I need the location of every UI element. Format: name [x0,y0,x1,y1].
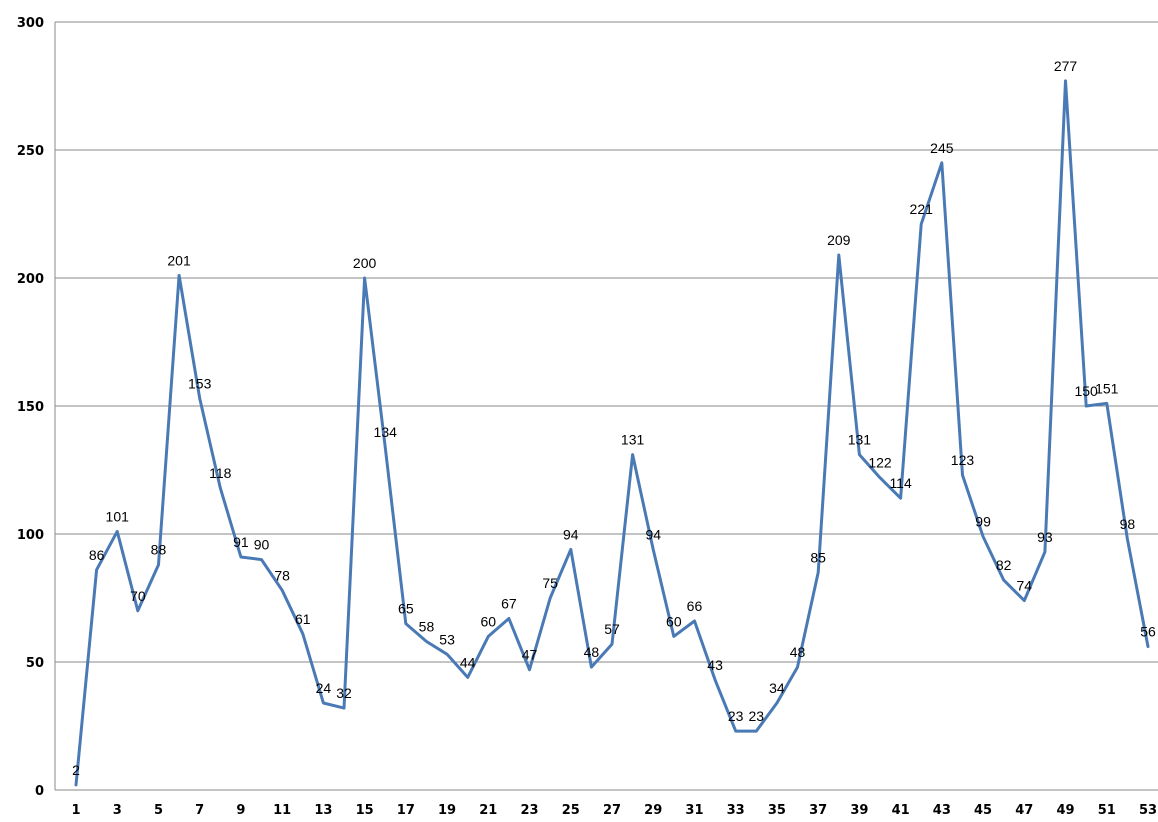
data-label-6: 201 [167,252,191,268]
data-label-36: 48 [790,644,806,660]
data-label-9: 91 [233,534,249,550]
data-label-24: 75 [542,575,558,591]
y-tick-labels: 0 50 100 150 200 250 300 [17,16,44,799]
data-label-48: 93 [1037,529,1053,545]
data-label-26: 48 [584,644,600,660]
data-label-38: 209 [827,232,851,248]
data-label-43: 245 [930,140,954,156]
x-tick-label-29: 29 [644,803,662,818]
x-tick-label-13: 13 [314,803,332,818]
x-tick-label-7: 7 [195,803,204,818]
x-tick-label-9: 9 [236,803,245,818]
x-tick-label-5: 5 [154,803,163,818]
data-label-30: 60 [666,613,682,629]
x-tick-label-51: 51 [1098,803,1116,818]
data-label-52: 98 [1120,516,1136,532]
x-tick-label-1: 1 [71,803,80,818]
series-line-0 [74,79,1150,787]
data-label-22: 67 [501,595,517,611]
x-tick-label-33: 33 [727,803,745,818]
y-tick-label-0: 0 [35,784,44,799]
data-label-25: 94 [563,526,579,542]
data-label-15: 200 [353,255,377,271]
data-label-50: 150 [1074,383,1098,399]
x-tick-label-39: 39 [850,803,868,818]
data-label-10: 90 [254,537,270,553]
data-label-5: 88 [151,542,167,558]
gridlines [55,21,1158,663]
data-label-2: 86 [89,547,105,563]
data-label-19: 53 [439,631,455,647]
y-tick-label-50: 50 [26,656,44,671]
x-tick-label-37: 37 [809,803,827,818]
x-tick-label-43: 43 [933,803,951,818]
data-label-28: 131 [621,432,645,448]
data-label-13: 24 [316,680,332,696]
data-label-47: 74 [1017,578,1033,594]
y-tick-label-100: 100 [17,528,44,543]
data-label-40: 122 [868,455,892,471]
x-tick-labels: 1 3 5 7 9 11 13 15 17 19 21 23 25 27 29 31 33 35 37 39 41 43 4… [71,803,1157,818]
x-tick-label-11: 11 [273,803,291,818]
data-label-4: 70 [130,588,146,604]
data-label-1: 2 [72,762,80,778]
x-tick-label-19: 19 [438,803,456,818]
x-tick-label-27: 27 [603,803,621,818]
data-label-21: 60 [481,613,497,629]
data-label-44: 123 [951,452,975,468]
x-tick-label-17: 17 [397,803,415,818]
series-line-group [74,79,1150,787]
data-label-42: 221 [910,201,934,217]
data-label-49: 277 [1054,58,1078,74]
data-label-27: 57 [604,621,620,637]
x-tick-label-31: 31 [685,803,703,818]
x-tick-label-3: 3 [113,803,122,818]
data-label-12: 61 [295,611,311,627]
x-tick-label-21: 21 [479,803,497,818]
data-label-17: 65 [398,601,414,617]
data-label-53: 56 [1140,624,1156,640]
data-label-16: 134 [374,424,398,440]
y-tick-label-250: 250 [17,144,44,159]
data-label-29: 94 [645,526,661,542]
x-tick-label-53: 53 [1139,803,1157,818]
data-label-23: 47 [522,647,538,663]
data-label-39: 131 [848,432,872,448]
x-tick-label-23: 23 [520,803,538,818]
data-label-35: 34 [769,680,785,696]
axes [54,22,1158,791]
x-tick-label-35: 35 [768,803,786,818]
y-tick-label-150: 150 [17,400,44,415]
data-label-46: 82 [996,557,1012,573]
data-label-14: 32 [336,685,352,701]
data-label-8: 118 [209,465,232,481]
x-tick-label-25: 25 [562,803,580,818]
data-label-51: 151 [1095,380,1119,396]
x-tick-label-49: 49 [1056,803,1074,818]
data-label-34: 23 [749,708,765,724]
data-label-31: 66 [687,598,703,614]
data-label-45: 99 [975,514,991,530]
data-label-41: 114 [889,475,912,491]
data-label-18: 58 [419,619,435,635]
data-label-32: 43 [707,657,723,673]
data-label-37: 85 [810,549,826,565]
x-tick-label-41: 41 [892,803,910,818]
x-tick-label-45: 45 [974,803,992,818]
data-label-7: 153 [188,375,212,391]
y-tick-label-200: 200 [17,272,44,287]
y-tick-label-300: 300 [17,16,44,31]
x-tick-label-15: 15 [356,803,374,818]
x-tick-label-47: 47 [1015,803,1033,818]
data-label-3: 101 [106,508,130,524]
data-label-33: 23 [728,708,744,724]
data-label-20: 44 [460,654,476,670]
data-label-11: 78 [274,567,290,583]
